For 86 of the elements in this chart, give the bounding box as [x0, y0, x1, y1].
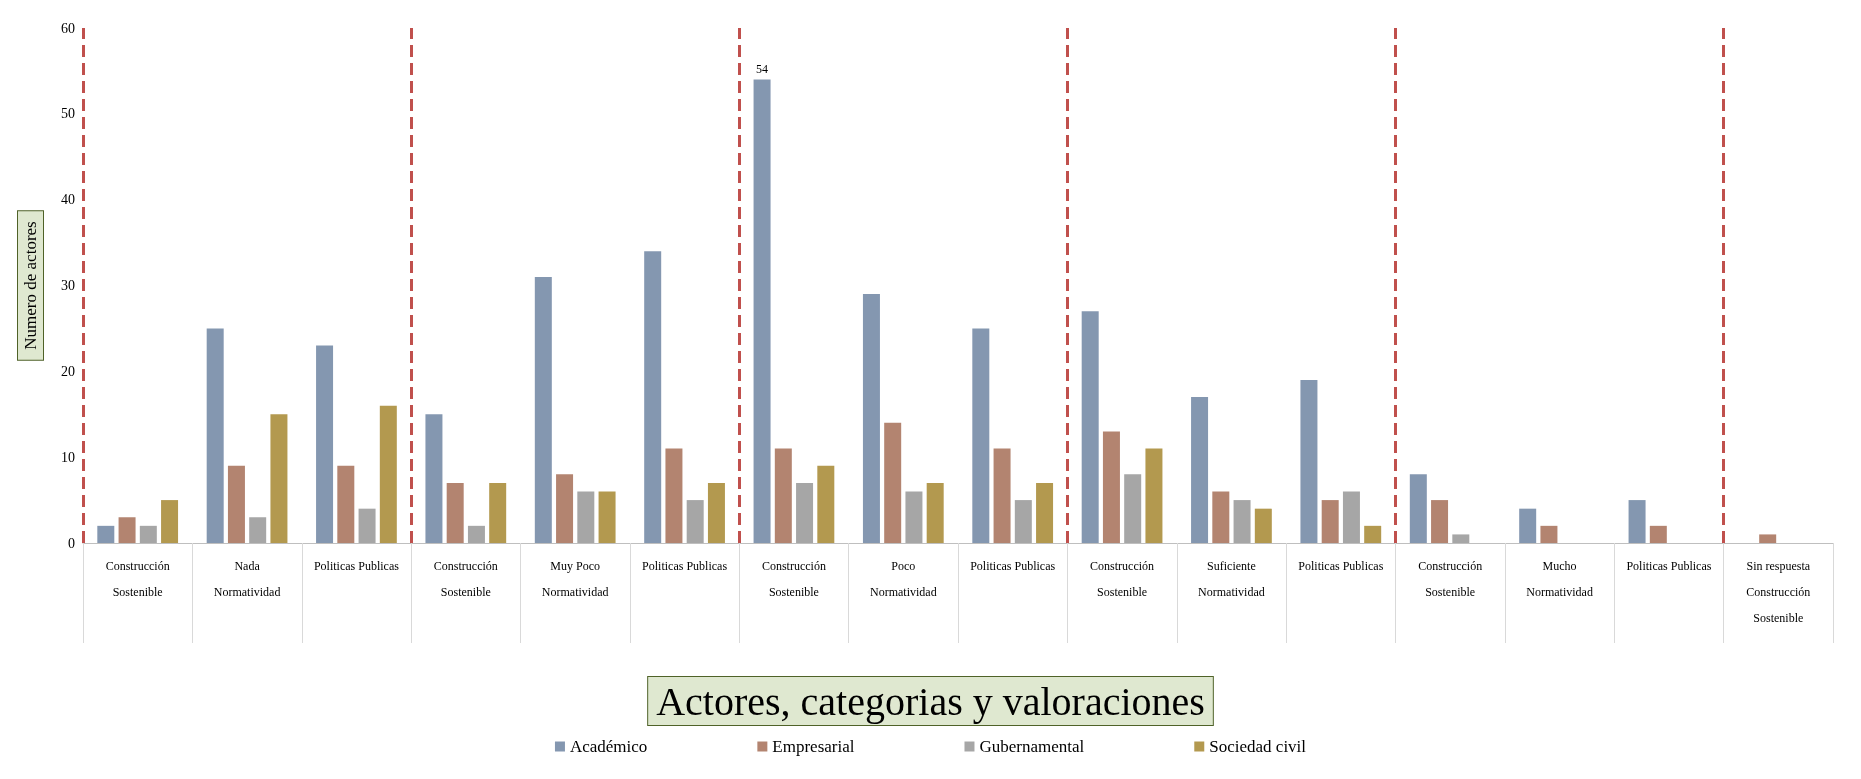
x-tick-label: Construcción Sostenible: [1090, 559, 1155, 599]
legend-label: Académico: [569, 737, 648, 756]
bar: [1342, 491, 1360, 543]
bar: [227, 465, 245, 543]
x-tick-label: Mucho Normatividad: [1526, 559, 1593, 599]
bar: [556, 474, 574, 543]
x-tick-label: Construcción Sostenible: [105, 559, 170, 599]
bar: [1233, 500, 1251, 543]
bar: [1145, 448, 1163, 543]
bar: [1364, 525, 1382, 543]
bar: [598, 491, 616, 543]
bar: [1014, 500, 1032, 543]
bar: [1321, 500, 1339, 543]
bar: [817, 465, 835, 543]
legend-label: Gubernamental: [979, 737, 1085, 756]
x-tick-label: Construcción Sostenible: [761, 559, 826, 599]
bar: [644, 251, 662, 543]
data-label: 54: [756, 61, 769, 76]
y-tick-label: 50: [61, 106, 75, 122]
y-axis-title: Numero de actores: [21, 221, 40, 350]
bar: [1254, 508, 1272, 543]
x-tick-label: Construcción Sostenible: [1418, 559, 1483, 599]
bar: [993, 448, 1011, 543]
bar: [489, 482, 507, 543]
bar: [753, 79, 771, 543]
x-tick-label: Politicas Publicas: [1626, 559, 1712, 573]
legend-label: Sociedad civil: [1209, 737, 1307, 756]
bar: [1628, 500, 1646, 543]
x-tick-label: Poco Normatividad: [869, 559, 937, 599]
bar: [884, 422, 902, 543]
bar: [905, 491, 923, 543]
bar: [1431, 500, 1449, 543]
bar: [577, 491, 595, 543]
bar: [1519, 508, 1537, 543]
bar: [379, 405, 397, 543]
bar: [686, 500, 704, 543]
bar: [1452, 534, 1470, 543]
bar: [1036, 482, 1054, 543]
bar: [534, 276, 552, 543]
bar: [139, 525, 157, 543]
x-tick-label: Muy Poco Normatividad: [541, 559, 609, 599]
x-tick-label: Politicas Publicas: [642, 559, 728, 573]
y-tick-label: 40: [61, 192, 75, 208]
legend-label: Empresarial: [772, 737, 855, 756]
bar: [707, 482, 725, 543]
x-tick-label: Politicas Publicas: [1298, 559, 1384, 573]
bar: [446, 482, 464, 543]
x-axis-title: Actores, categorias y valoraciones: [656, 678, 1205, 724]
bar: [1124, 474, 1142, 543]
bar: [118, 517, 136, 543]
bar: [1759, 534, 1777, 543]
x-tick-label: Sin respuesta Construcción Sostenible: [1746, 559, 1811, 625]
bar: [1081, 311, 1099, 543]
y-tick-label: 10: [61, 449, 75, 465]
bar: [270, 414, 288, 543]
y-tick-label: 0: [68, 535, 75, 551]
bar: [358, 508, 376, 543]
bar: [97, 525, 115, 543]
bar: [665, 448, 683, 543]
y-tick-label: 30: [61, 278, 75, 293]
x-tick-label: Suficiente Normatividad: [1198, 559, 1265, 599]
bar: [337, 465, 355, 543]
x-tick-label: Politicas Publicas: [313, 559, 400, 573]
x-tick-label: Construcción Sostenible: [433, 559, 498, 599]
bar: [249, 517, 267, 543]
bar: [1300, 379, 1318, 543]
bar: [774, 448, 792, 543]
bar: [425, 414, 443, 543]
bar: [1540, 525, 1558, 543]
bar: [161, 500, 179, 543]
x-tick-label: Politicas Publicas: [970, 559, 1056, 573]
bar: [206, 328, 224, 543]
x-tick-label: Nada Normatividad: [213, 559, 281, 599]
bar: [796, 482, 814, 543]
bar: [926, 482, 944, 543]
bar: [862, 294, 880, 543]
bar: [1409, 474, 1427, 543]
bar: [1102, 431, 1120, 543]
bar: [1191, 397, 1209, 543]
bar: [1212, 491, 1230, 543]
y-tick-label: 20: [61, 363, 75, 379]
bar: [467, 525, 485, 543]
bar: [1649, 525, 1667, 543]
y-tick-label: 60: [61, 20, 75, 36]
bar: [316, 345, 334, 543]
bar: [972, 328, 990, 543]
